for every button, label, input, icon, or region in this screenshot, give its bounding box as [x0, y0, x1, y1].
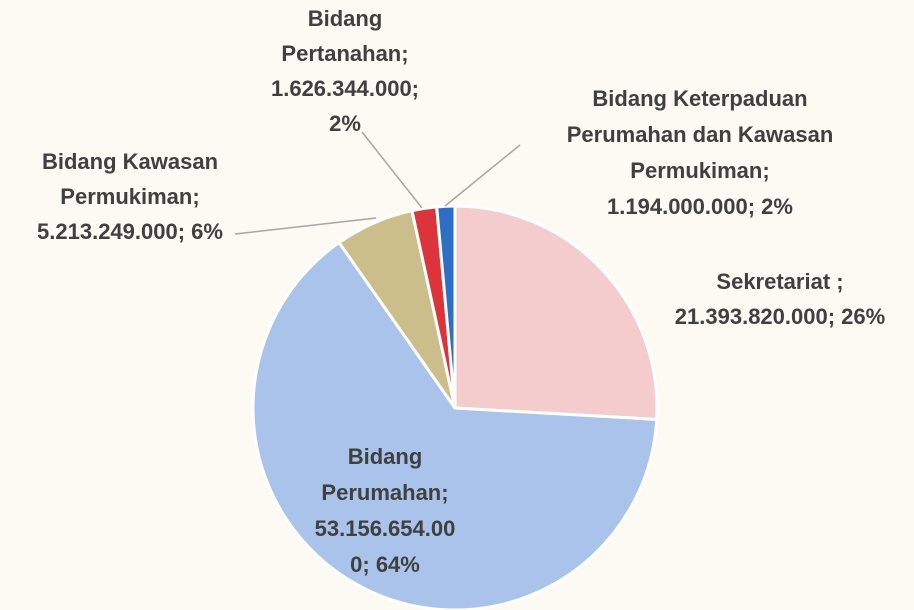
leader-line	[234, 217, 377, 235]
data-label: 53.156.654.00	[315, 516, 456, 541]
data-label: 1.626.344.000;	[271, 76, 419, 101]
data-label: Permukiman;	[630, 158, 769, 183]
leader-line	[361, 131, 423, 209]
data-label: 2%	[329, 111, 361, 136]
data-label: Pertanahan;	[281, 41, 408, 66]
data-label: 0; 64%	[350, 552, 420, 577]
data-label: Sekretariat ;	[716, 269, 843, 294]
data-label: Bidang	[348, 444, 423, 469]
data-label: 1.194.000.000; 2%	[607, 194, 793, 219]
pie-slice	[251, 240, 659, 610]
data-label: Perumahan dan Kawasan	[567, 122, 834, 147]
data-label: Permukiman;	[60, 184, 199, 209]
leader-line	[444, 144, 521, 207]
data-label: 21.393.820.000; 26%	[675, 304, 885, 329]
pie-slice	[453, 204, 659, 422]
data-label: Perumahan;	[321, 480, 448, 505]
data-label: 5.213.249.000; 6%	[37, 219, 223, 244]
data-label: Bidang Kawasan	[42, 149, 218, 174]
data-label: Bidang Keterpaduan	[592, 86, 807, 111]
data-label: Bidang	[308, 6, 383, 31]
